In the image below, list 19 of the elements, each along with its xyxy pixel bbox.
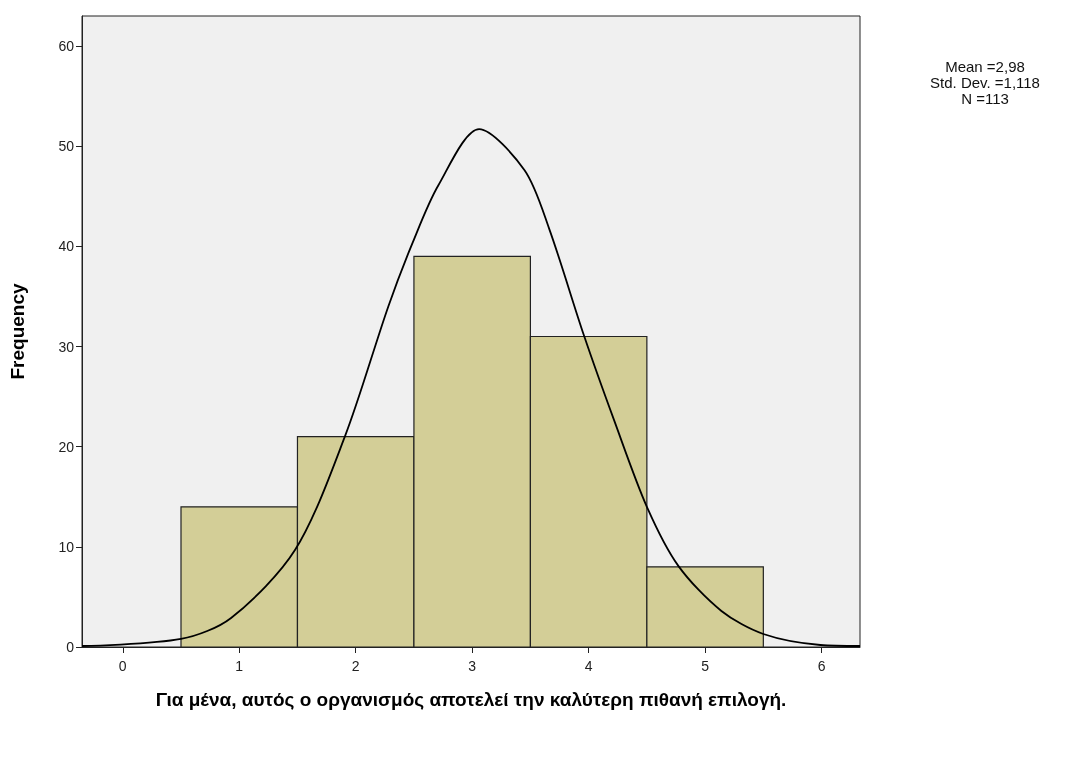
y-axis-title: Frequency <box>7 283 28 380</box>
y-tick-label: 30 <box>58 338 75 355</box>
y-tick-label: 60 <box>58 38 75 55</box>
x-tick-label: 2 <box>351 658 360 674</box>
x-tick-label: 5 <box>701 658 710 674</box>
text: Std. Dev. =1,118 <box>930 73 1040 91</box>
x-tick-label: 6 <box>817 658 826 674</box>
x-tick-label: 3 <box>468 658 477 674</box>
text: Mean =2,98 <box>945 57 1025 75</box>
y-tick-label: 40 <box>58 238 75 255</box>
text: N =113 <box>961 89 1009 107</box>
y-tick-label: 50 <box>58 138 75 155</box>
x-tick-label: 1 <box>235 658 244 674</box>
x-axis-title: Για μένα, αυτός ο οργανισμός αποτελεί την καλύτερη πιθανή επιλογή. <box>155 688 787 710</box>
x-tick-label: 4 <box>584 658 593 674</box>
y-tick-label: 20 <box>58 438 75 455</box>
y-tick-label: 10 <box>58 538 75 555</box>
x-tick-label: 0 <box>118 658 127 674</box>
y-tick-label: 0 <box>66 639 75 655</box>
